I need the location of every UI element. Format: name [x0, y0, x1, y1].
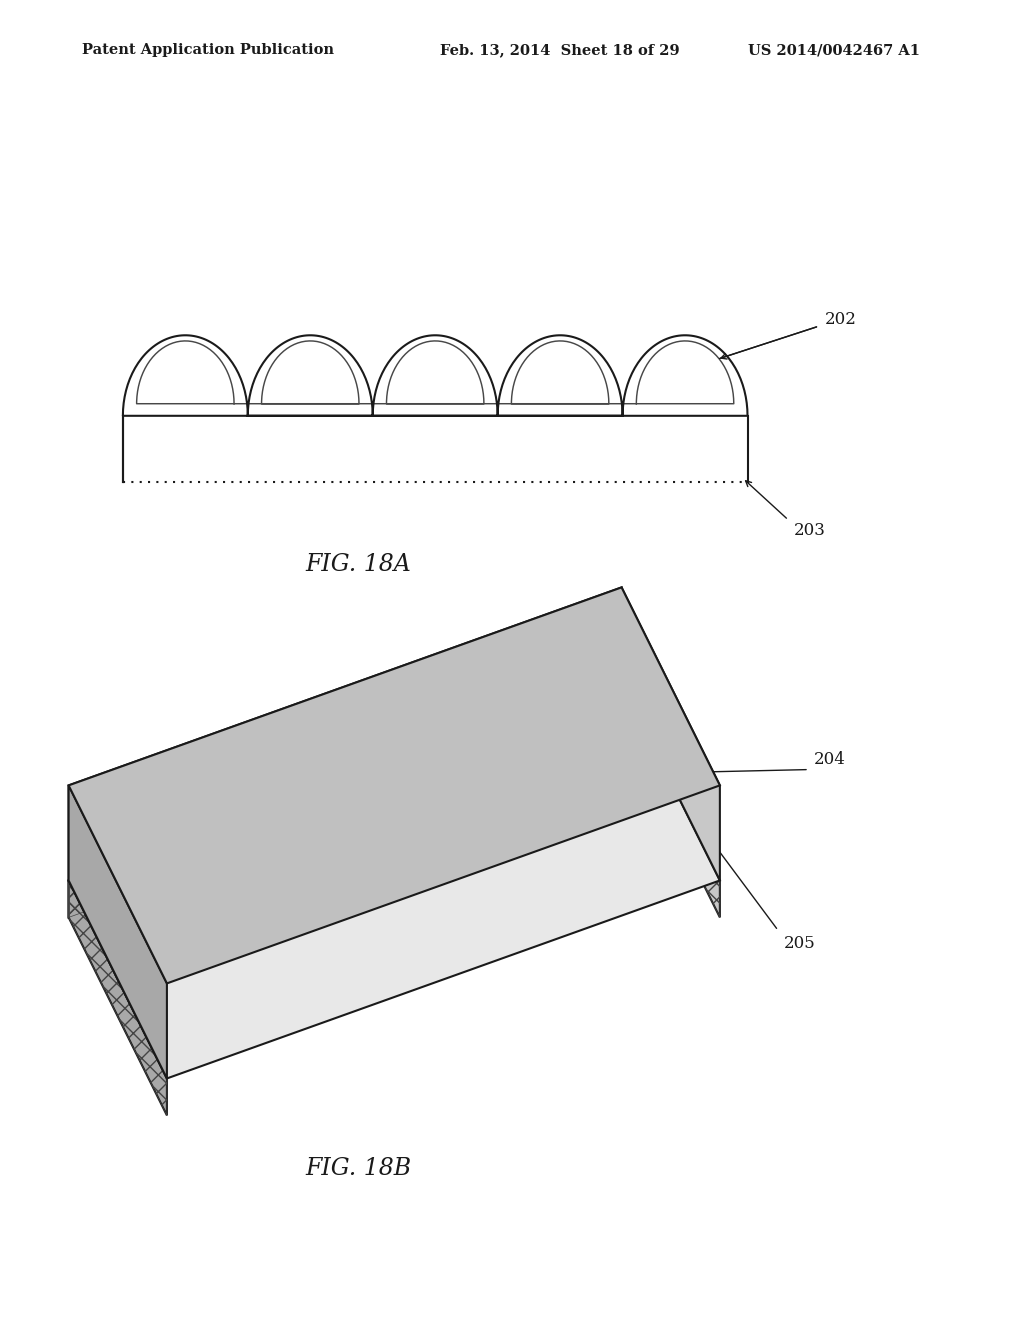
Text: FIG. 18B: FIG. 18B [305, 1156, 412, 1180]
Polygon shape [622, 587, 720, 880]
Text: 202: 202 [824, 312, 856, 327]
Polygon shape [69, 682, 622, 917]
Polygon shape [69, 682, 720, 1078]
Text: 204: 204 [814, 751, 846, 767]
Polygon shape [69, 587, 720, 983]
Text: FIG. 18A: FIG. 18A [305, 553, 412, 577]
Text: Patent Application Publication: Patent Application Publication [82, 44, 334, 57]
Polygon shape [69, 880, 167, 1115]
Text: US 2014/0042467 A1: US 2014/0042467 A1 [748, 44, 920, 57]
Text: 203: 203 [794, 523, 825, 539]
Polygon shape [69, 785, 167, 1078]
Text: Feb. 13, 2014  Sheet 18 of 29: Feb. 13, 2014 Sheet 18 of 29 [440, 44, 680, 57]
Polygon shape [69, 587, 622, 880]
Polygon shape [622, 682, 720, 917]
Text: 205: 205 [783, 936, 815, 952]
